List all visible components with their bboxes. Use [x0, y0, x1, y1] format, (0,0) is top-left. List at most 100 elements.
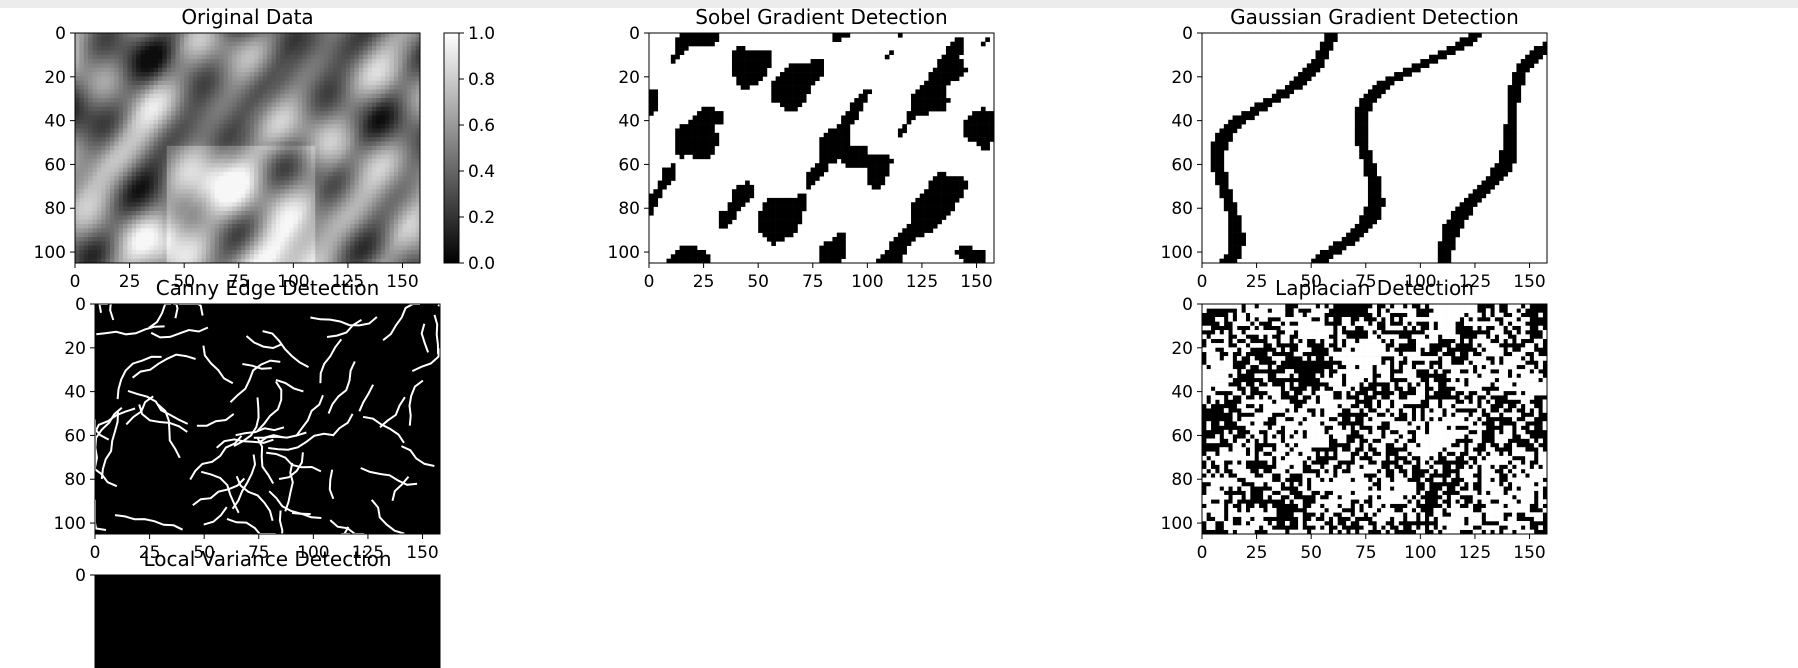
panel-title: Local Variance Detection	[143, 547, 391, 571]
y-tick-label: 60	[1171, 155, 1193, 175]
axes-frame	[94, 574, 441, 668]
colorbar-tick-label: 1.0	[468, 24, 495, 44]
axes-frame	[1201, 303, 1548, 535]
x-tick-label: 25	[1246, 543, 1268, 563]
colorbar-tick-label: 0.2	[468, 208, 495, 228]
y-tick-label: 80	[1171, 199, 1193, 219]
x-tick-label: 50	[1300, 272, 1322, 292]
y-tick-label: 100	[54, 514, 86, 534]
axes-frame	[74, 32, 421, 264]
x-tick-label: 100	[277, 272, 309, 292]
colorbar-tick-label: 0.4	[468, 162, 495, 182]
y-tick-label: 0	[629, 24, 640, 44]
x-tick-label: 0	[1197, 543, 1208, 563]
heatmap-image	[75, 33, 420, 263]
y-tick-label: 40	[618, 112, 640, 132]
x-tick-label: 100	[297, 543, 329, 563]
y-tick-label: 100	[34, 243, 66, 263]
x-tick-label: 25	[139, 543, 161, 563]
colorbar-gradient	[443, 32, 460, 264]
x-tick-label: 150	[1513, 272, 1545, 292]
y-tick-label: 20	[44, 68, 66, 88]
y-tick-label: 0	[75, 295, 86, 315]
heatmap-image	[649, 33, 994, 263]
y-tick-label: 80	[64, 470, 86, 490]
x-tick-label: 100	[851, 272, 883, 292]
y-tick-label: 40	[44, 112, 66, 132]
x-tick-label: 125	[352, 543, 384, 563]
x-tick-label: 100	[1404, 272, 1436, 292]
x-tick-label: 0	[1197, 272, 1208, 292]
chart-panel: Local Variance Detection 0	[75, 547, 441, 668]
x-tick-label: 50	[193, 543, 215, 563]
heatmap-image	[95, 575, 440, 668]
x-tick-label: 0	[90, 543, 101, 563]
x-tick-label: 0	[644, 272, 655, 292]
panel-title: Canny Edge Detection	[156, 276, 380, 300]
x-tick-label: 50	[747, 272, 769, 292]
panel-title: Sobel Gradient Detection	[695, 5, 947, 29]
heatmap-image	[1202, 33, 1547, 263]
panel-title: Gaussian Gradient Detection	[1230, 5, 1519, 29]
axes-frame	[648, 32, 995, 264]
x-tick-label: 0	[70, 272, 81, 292]
x-tick-label: 50	[1300, 543, 1322, 563]
colorbar: 0.0 0.2 0.4 0.6 0.8 1.0	[443, 24, 495, 274]
y-tick-label: 80	[1171, 470, 1193, 490]
y-tick-label: 100	[608, 243, 640, 263]
y-tick-label: 80	[44, 199, 66, 219]
y-tick-label: 100	[1161, 514, 1193, 534]
y-tick-label: 20	[1171, 68, 1193, 88]
colorbar-tick-label: 0.0	[468, 254, 495, 274]
y-tick-label: 20	[618, 68, 640, 88]
x-tick-label: 75	[802, 272, 824, 292]
colorbar-tick-label: 0.8	[468, 70, 495, 90]
axes-frame	[94, 303, 441, 535]
x-tick-label: 100	[1404, 543, 1436, 563]
y-tick-label: 0	[1182, 295, 1193, 315]
y-tick-label: 80	[618, 199, 640, 219]
x-tick-label: 150	[406, 543, 438, 563]
y-tick-label: 60	[1171, 426, 1193, 446]
x-tick-label: 75	[1355, 543, 1377, 563]
y-tick-label: 40	[64, 383, 86, 403]
window-top-strip	[0, 0, 1798, 8]
x-tick-label: 75	[228, 272, 250, 292]
y-tick-label: 60	[64, 426, 86, 446]
y-tick-label: 40	[1171, 383, 1193, 403]
y-tick-label: 60	[618, 155, 640, 175]
x-tick-label: 75	[248, 543, 270, 563]
x-tick-label: 150	[386, 272, 418, 292]
y-tick-label: 100	[1161, 243, 1193, 263]
x-tick-label: 150	[1513, 543, 1545, 563]
x-tick-label: 125	[332, 272, 364, 292]
heatmap-image	[1202, 304, 1547, 534]
x-tick-label: 50	[173, 272, 195, 292]
panel-title: Original Data	[181, 5, 313, 29]
y-tick-label: 0	[75, 566, 86, 586]
heatmap-image	[95, 304, 440, 534]
y-tick-label: 20	[64, 339, 86, 359]
panel-title: Laplacian Detection	[1275, 276, 1474, 300]
y-tick-label: 0	[1182, 24, 1193, 44]
y-tick-label: 0	[55, 24, 66, 44]
x-tick-label: 125	[1459, 272, 1491, 292]
x-tick-label: 25	[693, 272, 715, 292]
chart-panel: Gaussian Gradient Detection0204060801000…	[1161, 5, 1548, 292]
x-tick-label: 150	[960, 272, 992, 292]
y-tick-label: 40	[1171, 112, 1193, 132]
y-tick-label: 60	[44, 155, 66, 175]
x-tick-label: 125	[1459, 543, 1491, 563]
colorbar-tick-label: 0.6	[468, 116, 495, 136]
y-tick-label: 20	[1171, 339, 1193, 359]
x-tick-label: 75	[1355, 272, 1377, 292]
axes-frame	[1201, 32, 1548, 264]
x-tick-label: 25	[1246, 272, 1268, 292]
x-tick-label: 25	[119, 272, 141, 292]
x-tick-label: 125	[906, 272, 938, 292]
